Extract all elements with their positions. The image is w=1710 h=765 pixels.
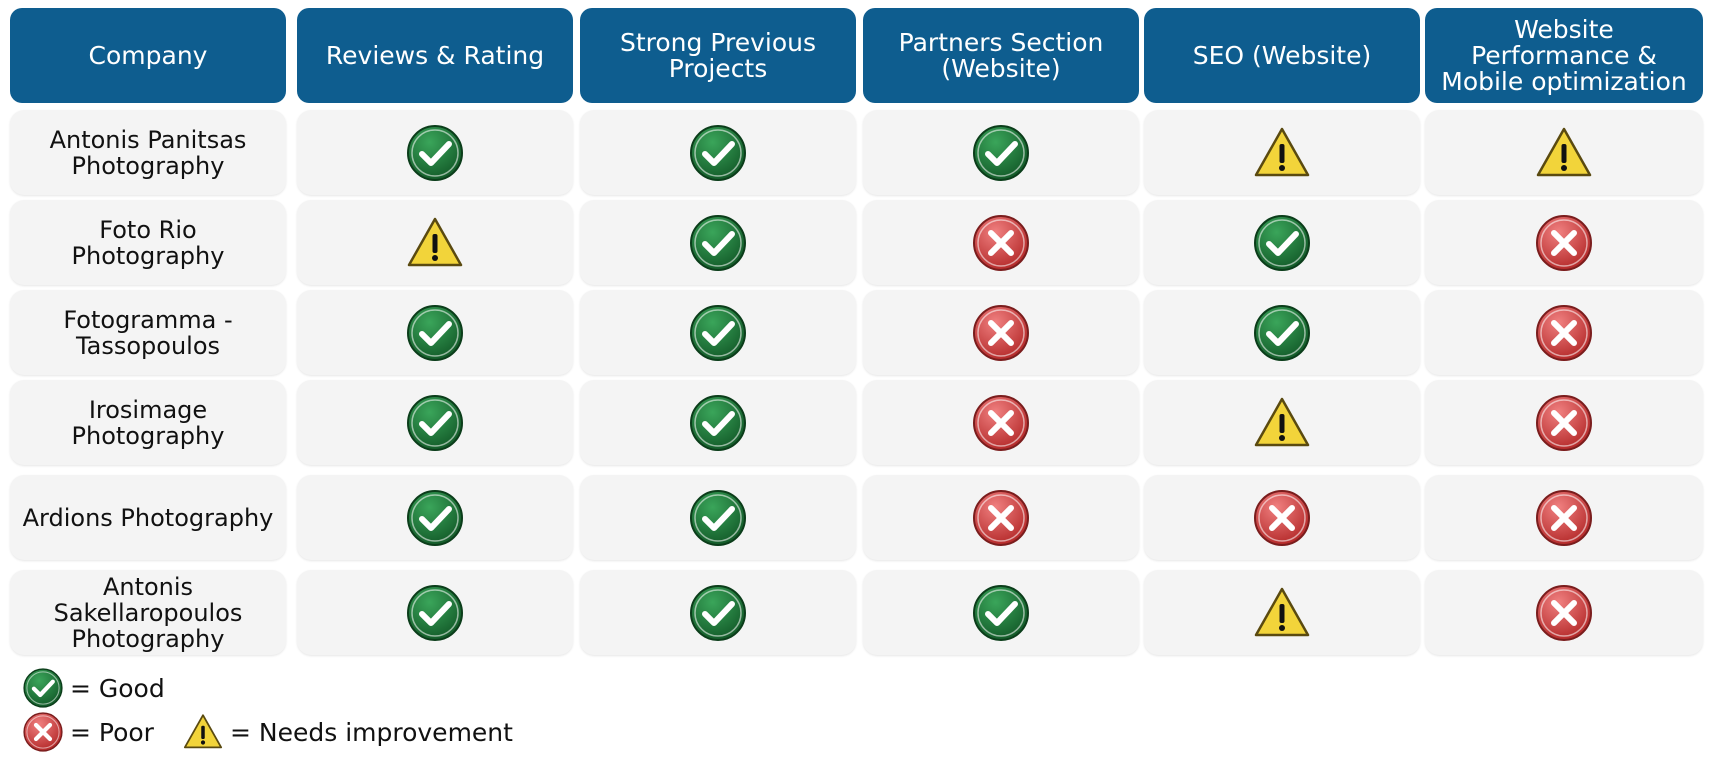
green-check-icon bbox=[973, 124, 1029, 181]
green-check-icon bbox=[690, 214, 746, 271]
status-cell bbox=[1425, 200, 1703, 285]
status-cell bbox=[863, 290, 1139, 375]
green-check-icon bbox=[690, 304, 746, 361]
green-check-icon bbox=[407, 304, 463, 361]
status-cell bbox=[580, 475, 856, 560]
green-check-icon bbox=[973, 584, 1029, 641]
red-x-icon bbox=[1536, 394, 1592, 451]
legend-item-needs-improvement: = Needs improvement bbox=[182, 711, 513, 753]
legend-label: = Needs improvement bbox=[230, 717, 513, 747]
status-cell bbox=[297, 110, 573, 195]
status-cell bbox=[863, 475, 1139, 560]
red-x-icon bbox=[1536, 584, 1592, 641]
legend-label: = Good bbox=[70, 673, 165, 703]
red-x-icon bbox=[1254, 489, 1310, 546]
status-cell bbox=[1425, 110, 1703, 195]
red-x-icon bbox=[1536, 489, 1592, 546]
status-cell bbox=[580, 570, 856, 655]
status-cell bbox=[863, 570, 1139, 655]
green-check-icon bbox=[23, 668, 63, 708]
green-check-icon bbox=[407, 394, 463, 451]
warning-triangle-icon bbox=[1254, 587, 1310, 636]
status-cell bbox=[1425, 380, 1703, 465]
status-cell bbox=[1144, 380, 1420, 465]
green-check-icon bbox=[690, 394, 746, 451]
column-header-1: Reviews & Rating bbox=[297, 8, 573, 103]
status-cell bbox=[580, 380, 856, 465]
red-x-icon bbox=[1536, 304, 1592, 361]
status-cell bbox=[580, 290, 856, 375]
company-name-cell: Ardions Photography bbox=[10, 475, 286, 560]
green-check-icon bbox=[1254, 304, 1310, 361]
red-x-icon bbox=[973, 304, 1029, 361]
red-x-icon bbox=[1536, 214, 1592, 271]
status-cell bbox=[1425, 570, 1703, 655]
status-cell bbox=[1144, 200, 1420, 285]
company-name-cell: Antonis Sakellaropoulos Photography bbox=[10, 570, 286, 655]
green-check-icon bbox=[690, 584, 746, 641]
legend-item-good: = Good bbox=[22, 667, 165, 709]
red-x-icon bbox=[973, 214, 1029, 271]
status-cell bbox=[1144, 290, 1420, 375]
green-check-icon bbox=[1254, 214, 1310, 271]
status-cell bbox=[863, 380, 1139, 465]
red-x-icon bbox=[973, 394, 1029, 451]
green-check-icon bbox=[690, 489, 746, 546]
warning-triangle-icon bbox=[1536, 127, 1592, 176]
status-cell bbox=[863, 110, 1139, 195]
column-header-3: Partners Section (Website) bbox=[863, 8, 1139, 103]
warning-triangle-icon bbox=[1254, 127, 1310, 176]
status-cell bbox=[297, 380, 573, 465]
red-x-icon bbox=[973, 489, 1029, 546]
legend-item-poor: = Poor bbox=[22, 711, 154, 753]
status-cell bbox=[297, 475, 573, 560]
status-cell bbox=[297, 200, 573, 285]
status-cell bbox=[1425, 290, 1703, 375]
green-check-icon bbox=[407, 124, 463, 181]
status-cell bbox=[1425, 475, 1703, 560]
column-header-4: SEO (Website) bbox=[1144, 8, 1420, 103]
column-header-2: Strong Previous Projects bbox=[580, 8, 856, 103]
company-name-cell: Fotogramma - Tassopoulos bbox=[10, 290, 286, 375]
status-cell bbox=[297, 570, 573, 655]
green-check-icon bbox=[407, 584, 463, 641]
status-cell bbox=[1144, 110, 1420, 195]
red-x-icon bbox=[23, 712, 63, 752]
status-cell bbox=[863, 200, 1139, 285]
status-cell bbox=[1144, 475, 1420, 560]
green-check-icon bbox=[690, 124, 746, 181]
status-cell bbox=[1144, 570, 1420, 655]
company-name-cell: Foto Rio Photography bbox=[10, 200, 286, 285]
status-cell bbox=[297, 290, 573, 375]
warning-triangle-icon bbox=[1254, 397, 1310, 446]
legend-label: = Poor bbox=[70, 717, 154, 747]
status-cell bbox=[580, 200, 856, 285]
column-header-5: Website Performance & Mobile optimizatio… bbox=[1425, 8, 1703, 103]
status-cell bbox=[580, 110, 856, 195]
company-name-cell: Irosimage Photography bbox=[10, 380, 286, 465]
column-header-company: Company bbox=[10, 8, 286, 103]
warning-triangle-icon bbox=[407, 217, 463, 266]
company-name-cell: Antonis Panitsas Photography bbox=[10, 110, 286, 195]
warning-triangle-icon bbox=[183, 714, 223, 749]
green-check-icon bbox=[407, 489, 463, 546]
